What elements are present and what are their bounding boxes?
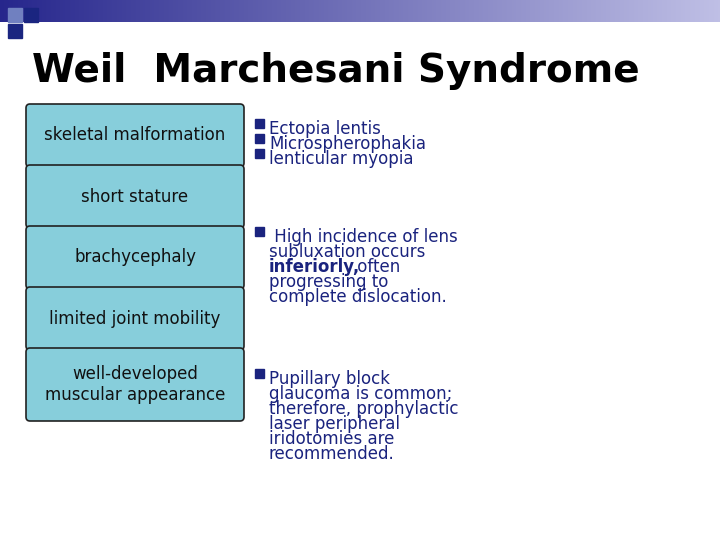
Text: lenticular myopia: lenticular myopia: [269, 150, 413, 168]
Text: short stature: short stature: [81, 187, 189, 206]
Bar: [255, 149, 264, 158]
Text: skeletal malformation: skeletal malformation: [45, 126, 225, 145]
Text: Pupillary block: Pupillary block: [269, 370, 390, 388]
Text: limited joint mobility: limited joint mobility: [49, 309, 221, 327]
Text: well-developed
muscular appearance: well-developed muscular appearance: [45, 365, 225, 404]
Bar: [255, 227, 264, 236]
Text: Ectopia lentis: Ectopia lentis: [269, 120, 381, 138]
Text: progressing to: progressing to: [269, 273, 388, 291]
Bar: [8, 8, 22, 22]
Text: subluxation occurs: subluxation occurs: [269, 243, 426, 261]
FancyBboxPatch shape: [26, 165, 244, 228]
Text: often: often: [351, 258, 400, 276]
Text: complete dislocation.: complete dislocation.: [269, 288, 446, 306]
FancyBboxPatch shape: [26, 104, 244, 167]
Bar: [8, 24, 22, 38]
Text: therefore, prophylactic: therefore, prophylactic: [269, 400, 459, 418]
FancyBboxPatch shape: [26, 226, 244, 289]
Text: iridotomies are: iridotomies are: [269, 430, 395, 448]
Bar: [24, 8, 38, 22]
Text: recommended.: recommended.: [269, 445, 395, 463]
Bar: [255, 134, 264, 143]
Text: Weil  Marchesani Syndrome: Weil Marchesani Syndrome: [32, 52, 639, 90]
Bar: [255, 119, 264, 128]
Text: inferiorly,: inferiorly,: [269, 258, 360, 276]
Text: Microspherophakia: Microspherophakia: [269, 135, 426, 153]
FancyBboxPatch shape: [26, 348, 244, 421]
Bar: [255, 369, 264, 378]
FancyBboxPatch shape: [26, 287, 244, 350]
Text: brachycephaly: brachycephaly: [74, 248, 196, 267]
Text: glaucoma is common;: glaucoma is common;: [269, 385, 452, 403]
Text: laser peripheral: laser peripheral: [269, 415, 400, 433]
Text: High incidence of lens: High incidence of lens: [269, 228, 458, 246]
